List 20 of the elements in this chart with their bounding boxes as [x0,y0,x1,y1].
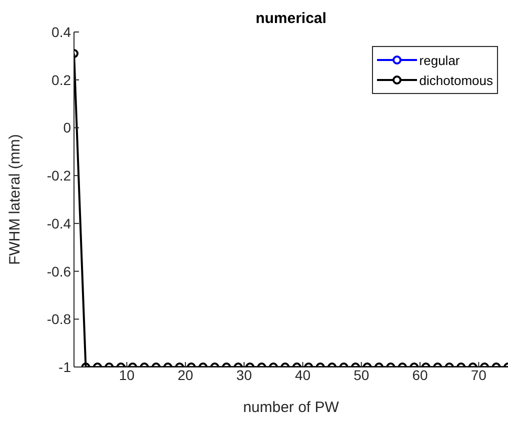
y-tick-label: 0.4 [52,24,72,40]
legend-label: regular [419,52,460,68]
y-tick-label: -1 [58,358,72,375]
chart-title: numerical [254,10,328,27]
y-tick-label: -0.4 [46,215,72,232]
y-tick-label: -0.2 [46,168,72,184]
x-tick-label: 30 [236,366,252,383]
y-tick-label: 0.2 [52,72,72,88]
x-axis-title: number of PW [243,399,340,416]
x-tick-label: 20 [178,366,194,383]
x-tick-label: 10 [118,366,135,383]
y-tick-label: -0.8 [46,311,72,328]
x-tick-label: 50 [354,366,370,383]
y-tick-label: 0 [63,120,72,136]
x-tick-label: 70 [470,366,487,383]
y-axis-title: FWHM lateral (mm) [6,134,24,265]
y-tick-label: -0.6 [46,263,72,280]
x-tick-label: 40 [294,366,311,383]
x-tick-label: 60 [412,366,428,383]
legend-label: dichotomous [419,72,493,88]
